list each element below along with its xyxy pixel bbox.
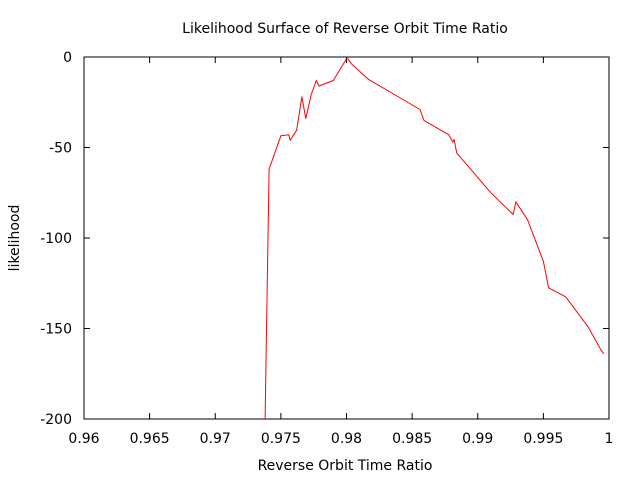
series-layer [264, 58, 605, 420]
x-tick-label: 0.985 [392, 431, 432, 447]
x-tick-label: 0.99 [462, 431, 493, 447]
plot-frame [83, 56, 610, 420]
x-tick-label: 0.98 [331, 431, 362, 447]
x-axis-label: Reverse Orbit Time Ratio [258, 458, 433, 474]
y-tick-label: -200 [40, 412, 72, 428]
x-tick-label: 1 [605, 431, 614, 447]
x-tick-label: 0.96 [68, 431, 99, 447]
y-axis-label: likelihood [7, 205, 23, 272]
x-tick-label: 0.97 [200, 431, 231, 447]
x-tick-label: 0.965 [130, 431, 170, 447]
x-axis: 0.96 0.965 0.97 0.975 0.98 0.985 0.99 0.995 1 [68, 57, 613, 447]
chart-title: Likelihood Surface of Reverse Orbit Time… [182, 21, 508, 37]
y-tick-label: -50 [49, 141, 72, 157]
x-tick-label: 0.975 [261, 431, 301, 447]
y-tick-label: -150 [40, 322, 72, 338]
series-line [264, 58, 605, 420]
x-tick-label: 0.995 [523, 431, 563, 447]
y-axis: 0 -50 -100 -150 -200 [40, 50, 609, 428]
y-tick-label: 0 [63, 50, 72, 66]
y-tick-label: -100 [40, 231, 72, 247]
